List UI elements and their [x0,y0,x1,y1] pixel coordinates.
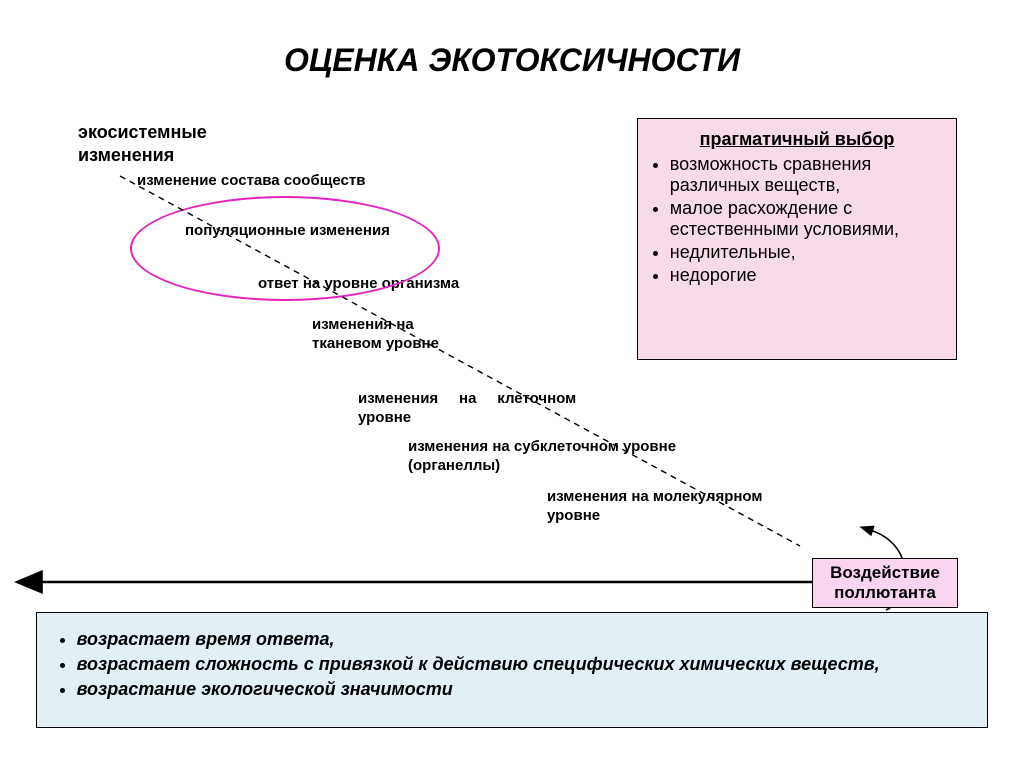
pragmatic-item-3: недорогие [670,265,944,286]
pragmatic-item-2: недлительные, [670,242,944,263]
bottom-item-2: возрастание экологической значимости [77,679,969,700]
level-label-4: изменения на клеточномуровне [358,390,576,428]
population-ellipse [130,196,440,301]
pragmatic-item-0: возможность сравнения различных веществ, [670,154,944,196]
pollutant-box: Воздействие поллютанта [812,558,958,608]
level-label-3: изменения натканевом уровне [312,316,439,354]
pollutant-line1: Воздействие [817,563,953,583]
ecosystem-changes-label: экосистемныеизменения [78,121,207,166]
level-label-0: изменение состава сообществ [137,172,365,191]
bottom-item-1: возрастает сложность с привязкой к дейст… [77,654,969,675]
bottom-summary-box: возрастает время ответа, возрастает сложн… [36,612,988,728]
pragmatic-choice-box: прагматичный выбор возможность сравнения… [637,118,957,360]
bottom-item-0: возрастает время ответа, [77,629,969,650]
pragmatic-item-1: малое расхождение с естественными услови… [670,198,944,240]
pollutant-line2: поллютанта [817,583,953,603]
level-label-5: изменения на субклеточном уровне(органел… [408,438,676,476]
level-label-6: изменения на молекулярномуровне [547,488,763,526]
page-title: ОЦЕНКА ЭКОТОКСИЧНОСТИ [0,42,1024,79]
pragmatic-title: прагматичный выбор [650,129,944,150]
